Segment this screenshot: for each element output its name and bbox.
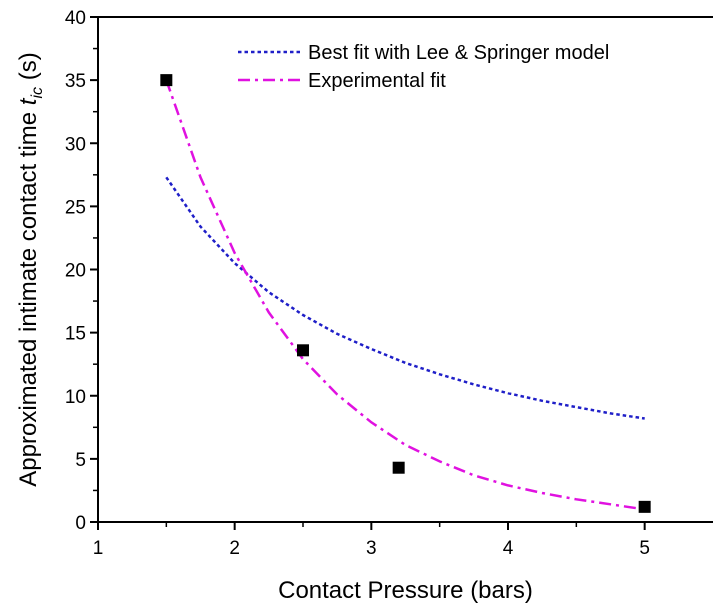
x-tick-label: 5 <box>639 538 650 559</box>
x-tick-label: 3 <box>366 538 377 559</box>
x-axis-title: Contact Pressure (bars) <box>278 577 533 604</box>
plot-frame <box>97 16 713 523</box>
x-tick-label: 2 <box>229 538 240 559</box>
y-tick-label: 0 <box>75 513 86 534</box>
y-axis-title-unit: (s) <box>15 52 42 87</box>
data-point <box>297 344 309 357</box>
data-point <box>160 74 173 87</box>
x-tick-label: 4 <box>503 538 514 559</box>
y-tick-label: 35 <box>65 71 86 92</box>
data-points <box>160 74 651 513</box>
experimental-fit-line <box>165 79 645 511</box>
y-axis-title-symbol: t <box>15 97 42 105</box>
y-axis-title-subscript: ic <box>29 87 46 99</box>
x-tick-label: 1 <box>93 538 104 559</box>
y-tick-label: 15 <box>65 324 86 345</box>
y-tick-label: 30 <box>65 134 86 155</box>
axis-ticks: 1 2 3 4 5 0 5 10 15 20 25 30 35 40 <box>65 8 650 559</box>
y-axis-title: Approximated intimate contact time tic (… <box>15 52 46 486</box>
data-point <box>392 461 405 474</box>
data-point <box>638 500 651 513</box>
y-axis-title-main: Approximated intimate contact time <box>15 105 42 487</box>
legend: Best fit with Lee & Springer model Experi… <box>238 42 609 92</box>
lee-springer-fit-line <box>165 176 645 420</box>
y-tick-label: 20 <box>65 261 86 282</box>
y-tick-label: 40 <box>65 8 86 29</box>
y-tick-label: 10 <box>65 387 86 408</box>
y-tick-label: 5 <box>75 450 86 471</box>
fit-curves <box>165 79 645 511</box>
y-tick-label: 25 <box>65 197 86 218</box>
legend-label: Experimental fit <box>308 70 446 92</box>
legend-label: Best fit with Lee & Springer model <box>308 42 609 64</box>
